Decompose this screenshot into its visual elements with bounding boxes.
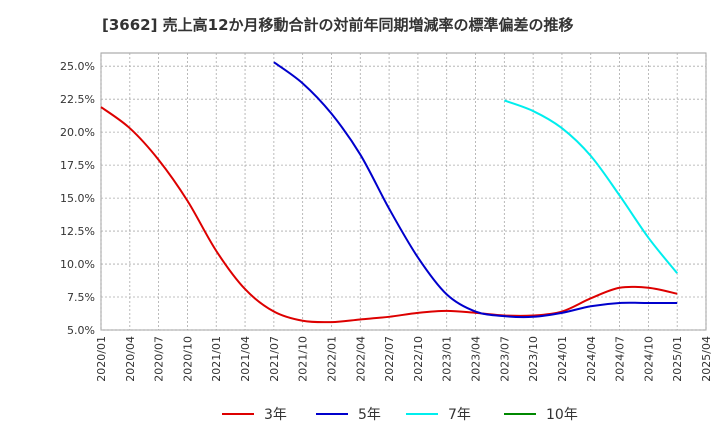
legend-label-3: 7年 [448,407,471,423]
x-tick-label: 2021/04 [239,336,252,382]
x-tick-label: 2024/07 [614,336,627,382]
series-line-3 [503,99,678,274]
series-line-2 [273,61,678,319]
x-tick-label: 2021/07 [268,336,281,382]
x-tick-label: 2022/10 [412,336,425,382]
x-tick-label: 2021/01 [210,336,223,382]
y-tick-label: 22.5% [60,93,95,106]
x-tick-label: 2022/07 [383,336,396,382]
x-tick-label: 2024/10 [642,336,655,382]
x-tick-label: 2022/01 [325,336,338,382]
x-tick-label: 2025/01 [671,336,684,382]
x-tick-label: 2024/01 [556,336,569,382]
x-tick-label: 2024/04 [585,336,598,382]
y-tick-label: 5.0% [67,324,95,337]
x-tick-label: 2020/07 [153,336,166,382]
x-tick-label: 2021/10 [297,336,310,382]
legend: 3年 5年 7年 10年 [222,407,578,423]
chart-title: [3662] 売上高12か月移動合計の対前年同期増減率の標準偏差の推移 [102,16,574,34]
x-tick-label: 2025/04 [700,336,713,382]
y-tick-label: 7.5% [67,291,95,304]
legend-label-1: 3年 [264,407,287,423]
y-tick-label: 10.0% [60,258,95,271]
x-tick-label: 2023/10 [527,336,540,382]
y-tick-label: 20.0% [60,126,95,139]
x-tick-label: 2020/01 [95,336,108,382]
series-line-1 [100,106,678,324]
y-tick-labels: 5.0% 7.5% 10.0% 12.5% 15.0% 17.5% 20.0% 22.5% 25… [60,60,95,337]
y-tick-label: 12.5% [60,225,95,238]
y-tick-label: 15.0% [60,192,95,205]
x-tick-label: 2023/04 [470,336,483,382]
x-tick-label: 2022/04 [354,336,367,382]
series-lines [100,61,678,324]
x-tick-labels: 2020/01 2020/04 2020/07 2020/10 2021/01 2021/… [95,336,713,382]
y-tick-label: 25.0% [60,60,95,73]
legend-label-4: 10年 [546,407,578,423]
x-tick-label: 2020/10 [181,336,194,382]
x-tick-label: 2023/07 [498,336,511,382]
grid-lines [100,53,707,331]
x-tick-label: 2020/04 [124,336,137,382]
x-tick-label: 2023/01 [441,336,454,382]
legend-label-2: 5年 [358,407,381,423]
y-tick-label: 17.5% [60,159,95,172]
